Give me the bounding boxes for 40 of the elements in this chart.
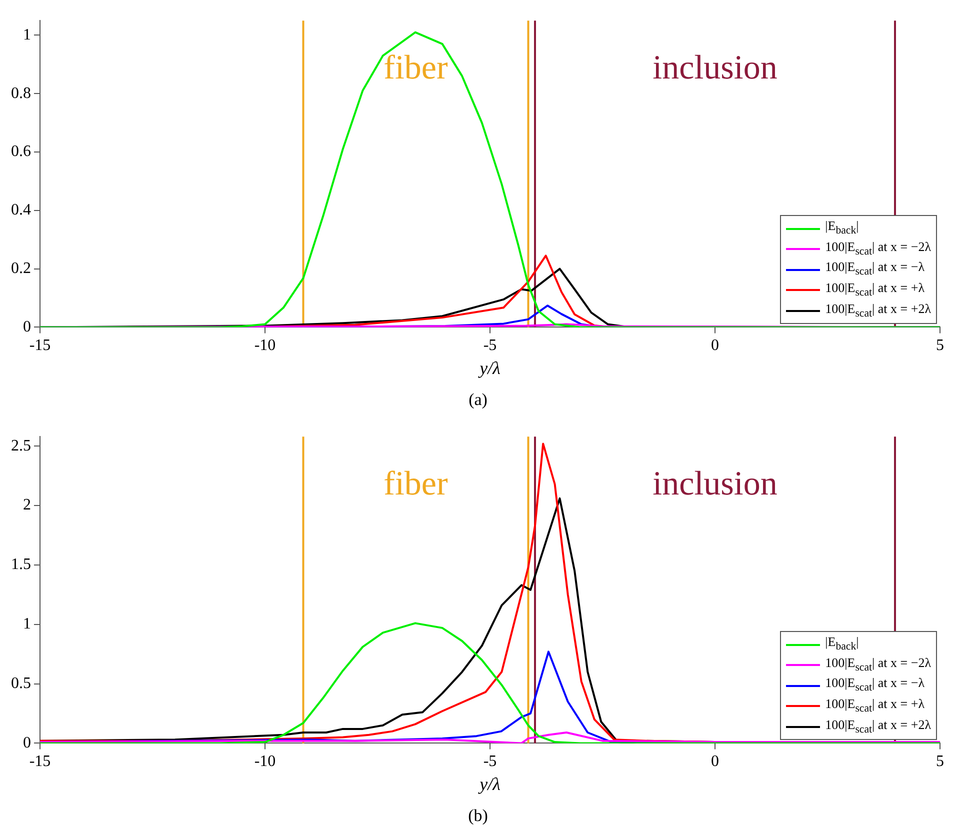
legend-label: 100|E$_{scat}$| at x = −2λ xyxy=(825,654,931,676)
y-tick-label: 0 xyxy=(23,734,31,752)
legend-label: 100|E$_{scat}$| at x = −λ xyxy=(825,259,924,280)
legend-label: 100|E$_{scat}$| at x = +λ xyxy=(825,696,924,717)
x-tick-label: 5 xyxy=(936,337,944,354)
text: (b) xyxy=(467,806,489,826)
y-tick-label: 1 xyxy=(23,26,31,44)
x-axis-title: y/λ xyxy=(478,774,501,794)
y-tick-label: 1 xyxy=(23,616,31,633)
x-tick-label: -5 xyxy=(483,337,497,354)
legend-label: 100|E$_{scat}$| at x = +λ xyxy=(825,280,924,301)
y-tick-label: 0.5 xyxy=(11,674,31,692)
x-tick-label: 0 xyxy=(711,753,719,770)
y-tick-label: 0 xyxy=(23,318,31,336)
x-tick-label: 5 xyxy=(936,753,944,770)
legend-label: |E$_{back}$| xyxy=(825,634,859,655)
y-tick-label: 2 xyxy=(23,496,31,514)
text: (a) xyxy=(468,390,488,410)
annotation: fiber xyxy=(384,50,449,87)
x-axis-title: y/λ xyxy=(478,358,501,378)
annotation: inclusion xyxy=(652,50,778,87)
x-tick-label: -15 xyxy=(29,753,51,770)
legend-label: 100|E$_{scat}$| at x = +2λ xyxy=(825,300,931,322)
annotation: fiber xyxy=(384,466,449,503)
x-tick-label: -10 xyxy=(254,753,276,770)
y-tick-label: 1.5 xyxy=(11,556,31,574)
y-tick-label: 0.8 xyxy=(11,84,31,102)
x-tick-label: -5 xyxy=(483,753,497,770)
legend-label: 100|E$_{scat}$| at x = +2λ xyxy=(825,716,931,738)
y-tick-label: 0.2 xyxy=(11,260,31,278)
x-tick-label: -15 xyxy=(29,337,51,354)
legend-label: 100|E$_{scat}$| at x = −λ xyxy=(825,675,924,696)
legend-label: |E$_{back}$| xyxy=(825,218,859,239)
y-tick-label: 2.5 xyxy=(11,437,31,454)
legend-label: 100|E$_{scat}$| at x = −2λ xyxy=(825,238,931,260)
x-tick-label: 0 xyxy=(711,337,719,354)
y-tick-label: 0.6 xyxy=(11,143,31,160)
x-tick-label: -10 xyxy=(254,337,276,354)
y-tick-label: 0.4 xyxy=(11,202,31,219)
annotation: inclusion xyxy=(652,466,778,503)
